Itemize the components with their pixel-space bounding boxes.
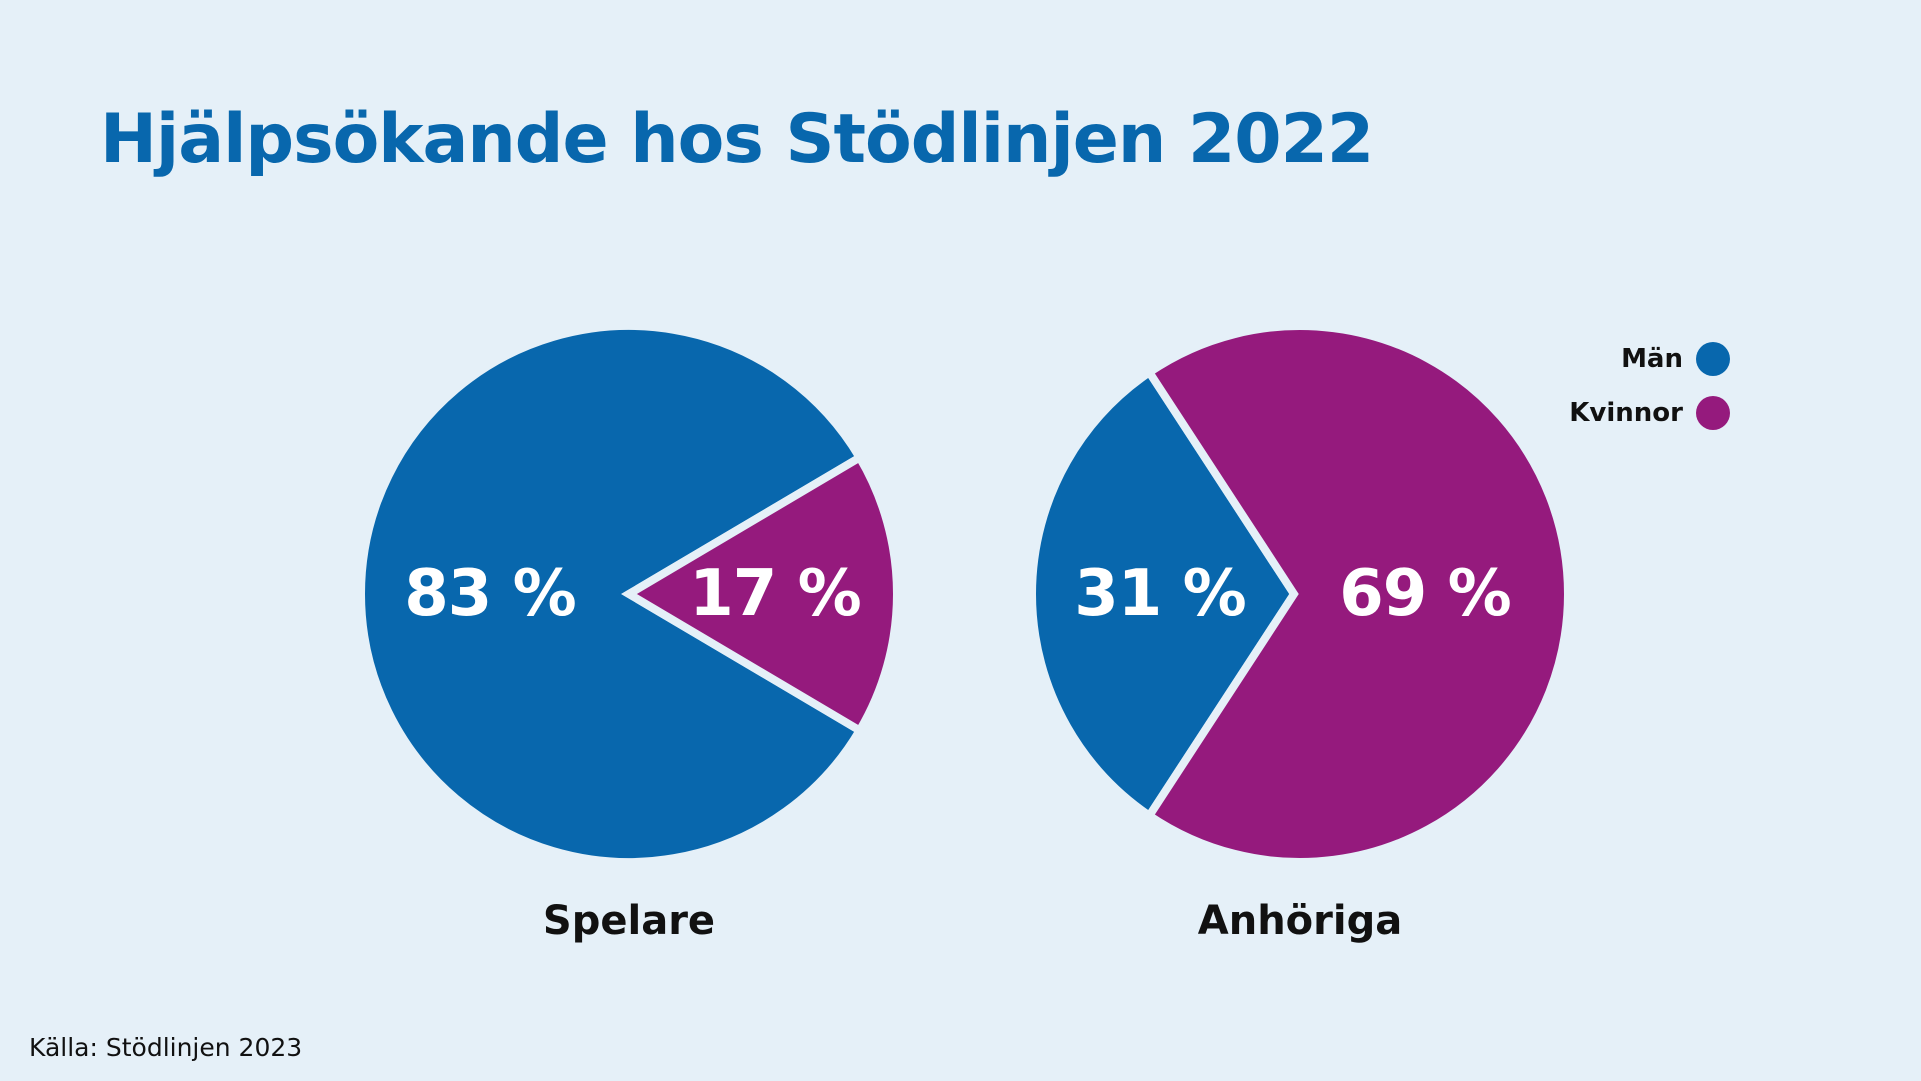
slice-value-label: 69 % [1339,557,1510,631]
slice-value-label: 31 % [1074,557,1245,631]
legend-swatch [1696,396,1730,430]
slice-value-label: 83 % [404,557,575,631]
pie-slice-mn-1 [1028,366,1299,822]
pie-category-label: Anhöriga [1198,898,1402,944]
slice-value-label: 17 % [689,557,860,631]
pie-slice-mn-0 [357,322,866,866]
source-note: Källa: Stödlinjen 2023 [29,1033,303,1062]
legend-label: Män [1621,344,1683,374]
chart-title: Hjälpsökande hos Stödlinjen 2022 [100,100,1374,179]
pie-slice-kvinnor-1 [1143,322,1572,866]
legend-swatch [1696,342,1730,376]
pie-spelare: 83 % 17 % Spelare [357,322,901,944]
pie-category-label: Spelare [543,898,715,944]
legend: Män Kvinnor [1569,342,1730,430]
legend-label: Kvinnor [1569,398,1683,428]
pie-slice-kvinnor-0 [621,452,901,736]
pie-anhoriga: 31 % 69 % Anhöriga [1028,322,1572,944]
